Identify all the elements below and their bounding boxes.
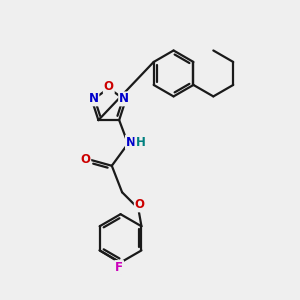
Text: H: H bbox=[135, 136, 145, 149]
Text: N: N bbox=[88, 92, 98, 105]
Text: N: N bbox=[126, 136, 136, 149]
Text: O: O bbox=[80, 153, 90, 167]
Text: N: N bbox=[119, 92, 129, 105]
Text: O: O bbox=[135, 198, 145, 212]
Text: O: O bbox=[104, 80, 114, 93]
Text: F: F bbox=[115, 261, 123, 274]
